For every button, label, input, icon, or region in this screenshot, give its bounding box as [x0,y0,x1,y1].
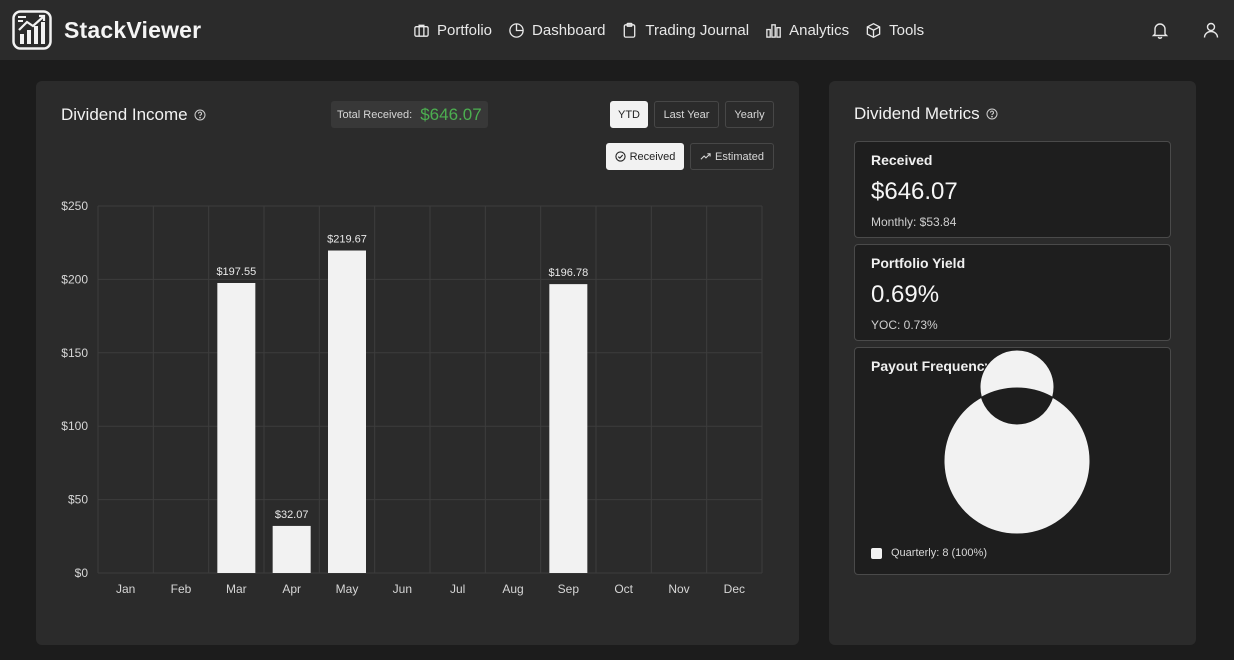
received-metric-value: $646.07 [871,178,958,205]
help-icon[interactable] [986,108,998,120]
y-tick-label: $250 [61,199,88,213]
main-nav: Portfolio Dashboard Trading Journal Anal… [413,0,940,60]
briefcase-icon [414,24,429,37]
total-received-label: Total Received: [337,108,413,121]
dividend-metrics-title: Dividend Metrics [854,104,998,124]
range-last-year-button[interactable]: Last Year [654,101,719,128]
bar-value-label: $196.78 [548,267,588,279]
nav-analytics[interactable]: Analytics [765,22,849,39]
app-name: StackViewer [64,16,202,43]
yield-metric-card: Portfolio Yield 0.69% YOC: 0.73% [854,244,1171,341]
x-tick-label: May [336,582,359,596]
x-tick-label: Jan [116,582,135,596]
mode-estimated-button[interactable]: Estimated [690,143,774,170]
bar [328,250,366,573]
nav-dashboard[interactable]: Dashboard [508,22,605,39]
nav-tools[interactable]: Tools [865,22,924,39]
payout-frequency-title: Payout Frequency [871,358,993,374]
x-tick-label: Jun [393,582,412,596]
x-tick-label: Aug [502,582,523,596]
x-tick-label: Feb [171,582,192,596]
mode-received-label: Received [629,150,676,163]
clipboard-icon [624,22,636,38]
x-tick-label: Oct [614,582,633,596]
payout-frequency-card: Payout Frequency Quarterly: 8 (100%) [854,347,1171,575]
y-tick-label: $100 [61,419,88,433]
nav-analytics-label: Analytics [789,21,850,39]
y-tick-label: $50 [68,493,88,507]
y-tick-label: $0 [75,566,89,580]
trending-up-icon [700,153,711,160]
x-tick-label: Mar [226,582,247,596]
nav-trading-journal[interactable]: Trading Journal [621,22,749,39]
logo-icon [12,10,52,50]
nav-portfolio[interactable]: Portfolio [413,22,492,39]
x-tick-label: Jul [450,582,465,596]
bar [217,282,256,573]
bar [272,525,311,573]
total-received-box: Total Received: $646.07 [331,101,488,128]
dividend-income-card: Dividend Income Total Received: $646.07 … [36,81,799,645]
y-tick-label: $150 [61,346,88,360]
help-icon[interactable] [194,109,206,121]
mode-estimated-label: Estimated [715,150,764,163]
received-metric-title: Received [871,152,933,168]
dividend-metrics-title-text: Dividend Metrics [854,104,980,123]
x-tick-label: Sep [558,582,580,596]
bar-value-label: $197.55 [216,266,256,278]
dividend-bar-chart: $0 $50 $100 $150 $200 $250 Jan Feb $197.55 Mar $32… [61,199,763,596]
donut-slice-quarterly[interactable] [943,349,1091,535]
nav-portfolio-label: Portfolio [437,21,493,39]
nav-dashboard-label: Dashboard [532,21,606,39]
received-metric-sub: Monthly: $53.84 [871,215,957,229]
x-tick-label: Apr [282,582,301,596]
received-metric-card: Received $646.07 Monthly: $53.84 [854,141,1171,238]
range-yearly-button[interactable]: Yearly [725,101,774,128]
payout-frequency-legend: Quarterly: 8 (100%) [871,547,987,559]
yield-metric-value: 0.69% [871,281,940,308]
bell-icon[interactable] [1151,21,1169,39]
range-ytd-button[interactable]: YTD [610,101,648,128]
x-tick-label: Dec [724,582,745,596]
legend-label: Quarterly: 8 (100%) [891,547,987,559]
dividend-metrics-card: Dividend Metrics Received $646.07 Monthl… [829,81,1196,645]
x-tick-label: Nov [668,582,689,596]
mode-received-button[interactable]: Received [606,143,684,170]
brand[interactable]: StackViewer [12,10,201,50]
dividend-income-title-text: Dividend Income [61,105,188,124]
payout-frequency-donut [943,349,1091,535]
yield-metric-title: Portfolio Yield [871,255,966,271]
nav-trading-journal-label: Trading Journal [645,21,750,39]
bar-chart-icon [766,23,781,38]
user-icon[interactable] [1202,21,1220,39]
dividend-income-title: Dividend Income [61,105,206,125]
box-icon [866,22,881,38]
y-tick-label: $200 [61,272,88,286]
bar [549,284,588,573]
nav-tools-label: Tools [889,21,925,39]
bar-value-label: $219.67 [327,234,367,246]
legend-swatch [871,547,882,559]
bar-value-label: $32.07 [275,509,309,521]
yield-metric-sub: YOC: 0.73% [871,318,938,332]
check-circle-icon [614,151,626,162]
pie-chart-icon [509,22,524,38]
total-received-value: $646.07 [420,104,482,124]
top-nav-bar: StackViewer Portfolio Dashboard Trading … [0,0,1234,60]
